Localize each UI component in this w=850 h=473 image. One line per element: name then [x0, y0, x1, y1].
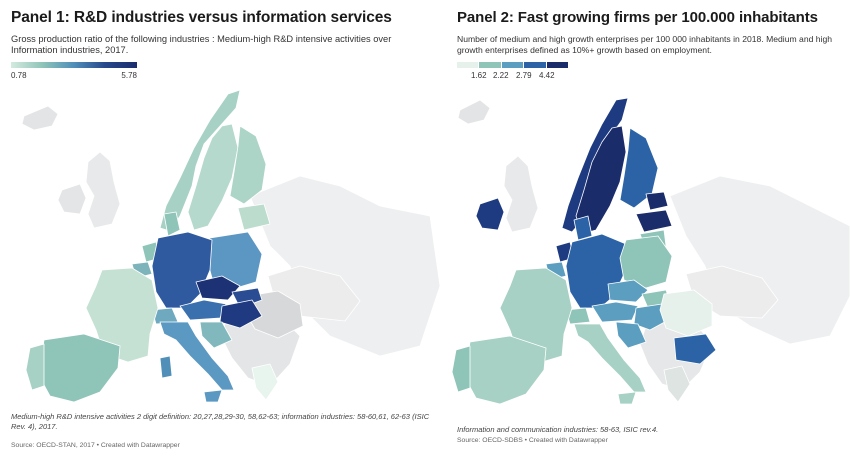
map-region-sicily [617, 391, 637, 405]
legend-swatch-1 [457, 62, 479, 68]
map-region-uk [503, 155, 539, 233]
map-region-estonia [645, 191, 669, 211]
map-region-ireland [57, 183, 87, 215]
map-region-bulgaria [673, 333, 717, 365]
map-region-portugal [451, 345, 471, 393]
map-region-spain [37, 333, 121, 403]
map-region-austria [591, 301, 639, 323]
panel-2-europe-map [451, 97, 850, 405]
map-region-portugal [25, 343, 45, 391]
panel-1-europe-map [21, 89, 440, 403]
panel-1-legend-max: 5.78 [121, 71, 137, 80]
legend-swatch-2 [479, 62, 501, 68]
panel-1-notes: Medium-high R&D intensive activities 2 d… [11, 412, 430, 431]
panel-2: Panel 2: Fast growing firms per 100.000 … [450, 0, 850, 473]
panel-2-legend-break-3: 2.79 [516, 71, 532, 80]
map-region-norway [159, 89, 241, 232]
map-region-finland [619, 127, 659, 209]
map-region-estonia-latvia [237, 203, 271, 231]
map-region-latvia [635, 209, 673, 233]
map-region-germany [151, 231, 213, 309]
map-region-iceland [21, 105, 59, 131]
map-region-sardinia [159, 355, 173, 379]
map-background-east [669, 175, 850, 345]
map-region-slovenia-croatia [615, 321, 647, 349]
map-region-poland [619, 235, 673, 289]
panel-2-source: Source: OECD-SDBS • Created with Datawra… [457, 437, 608, 444]
map-background-east [249, 175, 440, 357]
map-region-hungary [219, 299, 263, 329]
panel-2-legend-swatches [457, 62, 569, 68]
map-region-france [85, 267, 159, 363]
panel-2-title: Panel 2: Fast growing firms per 100.000 … [457, 9, 818, 26]
map-region-uk [85, 151, 121, 229]
panel-2-notes: Information and communication industries… [457, 425, 659, 434]
legend-swatch-3 [501, 62, 524, 68]
panel-1-legend-gradient [11, 62, 137, 68]
map-region-czechia [607, 279, 649, 303]
panel-1-source: Source: OECD-STAN, 2017 • Created with D… [11, 442, 180, 449]
map-region-iceland [457, 99, 491, 125]
panel-2-legend-break-2: 2.22 [493, 71, 509, 80]
map-region-finland [229, 125, 267, 205]
map-region-denmark [573, 215, 593, 241]
map-region-italy [573, 323, 647, 393]
map-region-denmark [163, 211, 181, 237]
map-region-spain [463, 335, 547, 405]
map-region-sweden [187, 123, 239, 231]
panel-2-legend: 1.62 2.22 2.79 4.42 [457, 62, 569, 80]
panel-1-legend: 0.78 5.78 [11, 62, 137, 80]
panel-1-legend-min: 0.78 [11, 71, 27, 80]
map-region-sicily [203, 389, 223, 403]
map-region-greece [663, 365, 691, 403]
panel-1-title: Panel 1: R&D industries versus informati… [11, 9, 392, 26]
map-region-italy [159, 321, 235, 391]
map-region-romania [659, 289, 713, 337]
map-region-slovenia-croatia [199, 321, 233, 349]
legend-swatch-5 [546, 62, 569, 68]
legend-swatch-4 [524, 62, 546, 68]
panel-1-subtitle: Gross production ratio of the following … [11, 34, 392, 55]
map-region-ireland [475, 197, 505, 231]
map-region-greece [251, 363, 279, 401]
panel-2-subtitle: Number of medium and high growth enterpr… [457, 34, 833, 55]
panel-2-legend-break-1: 1.62 [471, 71, 487, 80]
panel-2-legend-break-4: 4.42 [539, 71, 555, 80]
panel-1: Panel 1: R&D industries versus informati… [11, 9, 440, 449]
